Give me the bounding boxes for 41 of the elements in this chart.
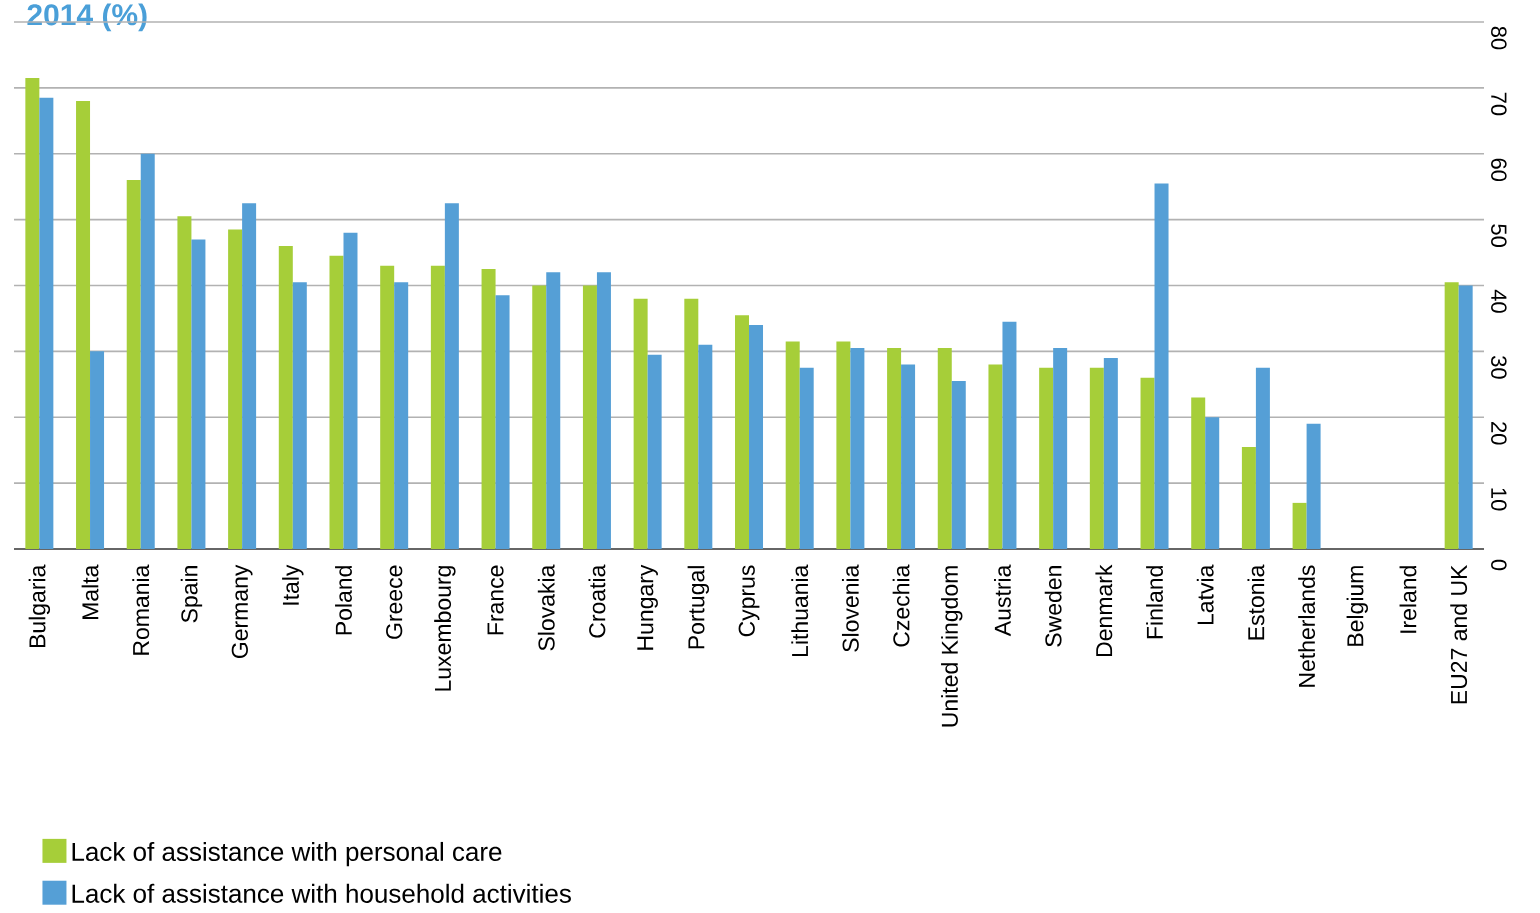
x-tick-label: Sweden — [1044, 566, 1062, 647]
y-tick-label: 70 — [1491, 92, 1507, 116]
y-tick-label: 50 — [1491, 224, 1507, 247]
x-tick-label: Slovenia — [841, 564, 859, 652]
y-tick-label: 60 — [1491, 158, 1507, 182]
chart-title: 2014 (%) — [27, 3, 147, 32]
legend-label: Lack of assistance with household activities — [72, 883, 571, 903]
y-tick-label: 80 — [1491, 26, 1507, 50]
y-tick-label: 20 — [1491, 422, 1507, 445]
x-tick-label: Luxembourg — [434, 566, 456, 691]
x-tick-label: Portugal — [687, 566, 710, 649]
x-tick-label: Belgium — [1346, 566, 1368, 646]
x-tick-label: Greece — [386, 565, 403, 639]
x-tick-label: Ireland — [1399, 566, 1417, 633]
x-tick-label: Cyprus — [738, 565, 760, 637]
x-tick-label: Romania — [132, 564, 150, 655]
y-tick-label: 30 — [1491, 355, 1507, 379]
x-tick-label: Bulgaria — [28, 564, 51, 648]
x-tick-label: United Kingdom — [941, 566, 963, 727]
x-tick-label: Croatia — [588, 564, 606, 638]
y-tick-label: 0 — [1491, 559, 1507, 571]
x-tick-label: Germany — [231, 564, 253, 659]
x-tick-label: Spain — [180, 566, 203, 623]
x-tick-label: Lithuania — [791, 564, 809, 657]
x-tick-label: Malta — [81, 564, 99, 619]
x-tick-label: Netherlands — [1298, 565, 1316, 687]
x-tick-label: Estonia — [1247, 564, 1265, 640]
legend-label: Lack of assistance with personal care — [72, 841, 502, 867]
x-tick-label: France — [487, 565, 504, 635]
x-tick-label: Italy — [282, 564, 304, 605]
x-tick-label: Poland — [335, 566, 352, 635]
x-tick-label: Hungary — [637, 564, 658, 650]
x-tick-label: EU27 and UK — [1450, 564, 1468, 704]
x-tick-label: Latvia — [1196, 564, 1214, 625]
x-tick-label: Denmark — [1095, 564, 1113, 657]
x-tick-label: Czechia — [892, 564, 910, 647]
y-tick-label: 40 — [1491, 289, 1507, 313]
x-tick-label: Finland — [1146, 566, 1163, 639]
x-tick-label: Austria — [994, 564, 1011, 637]
x-tick-label: Slovakia — [537, 564, 555, 651]
y-tick-label: 10 — [1491, 488, 1507, 511]
